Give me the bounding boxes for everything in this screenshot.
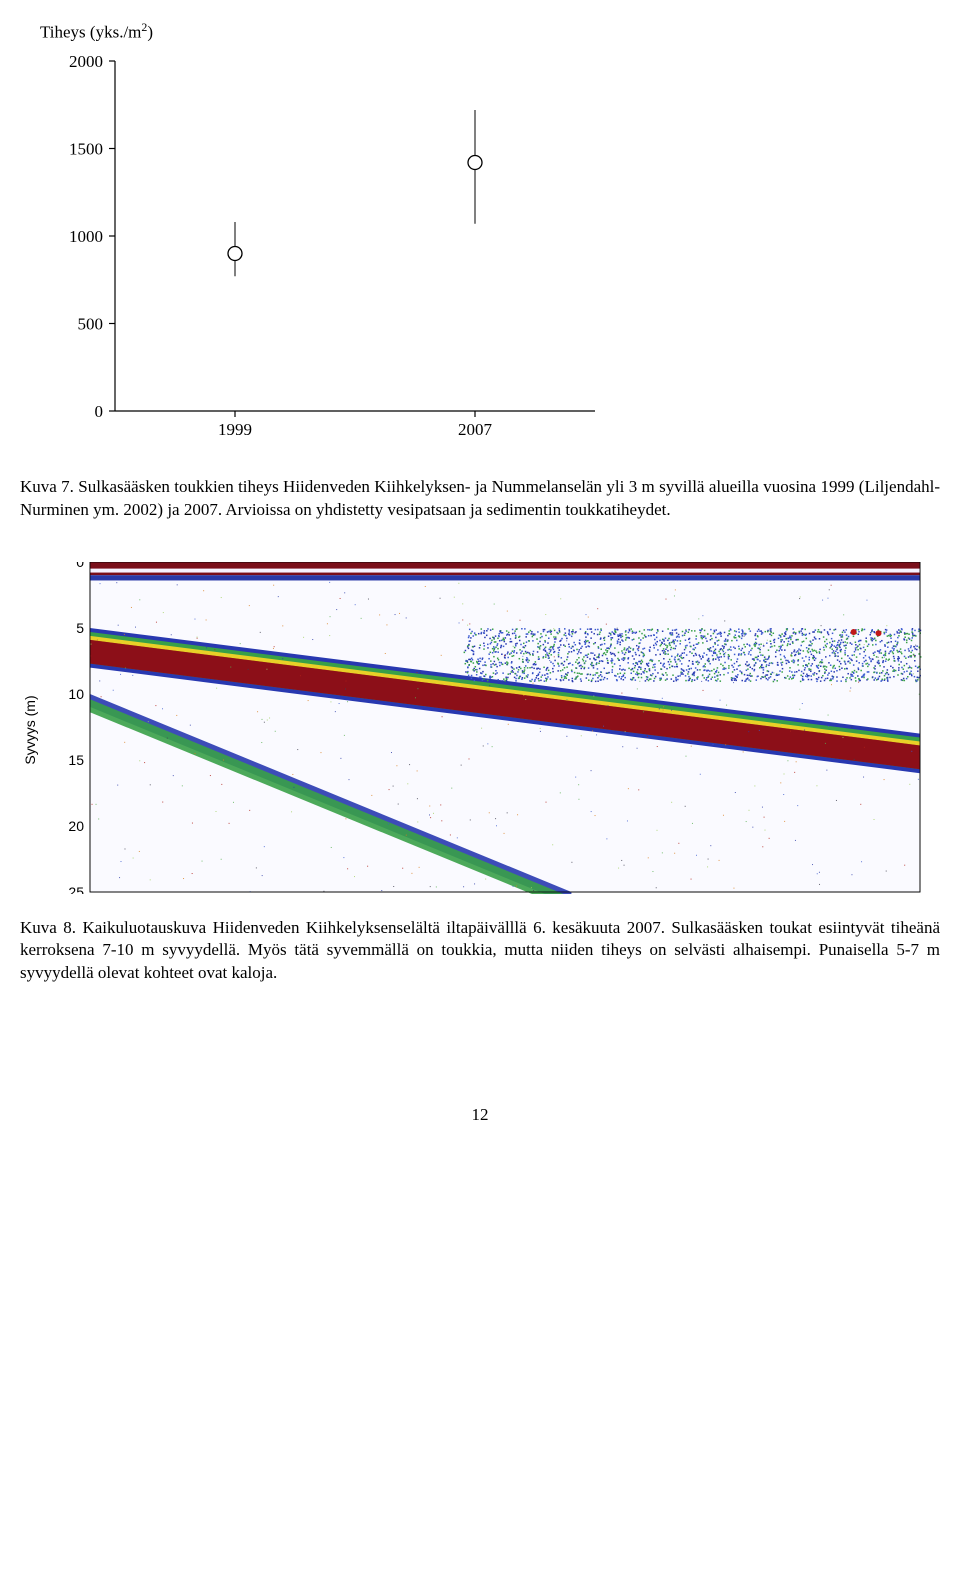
svg-text:2000: 2000 bbox=[69, 52, 103, 71]
svg-text:1999: 1999 bbox=[218, 420, 252, 439]
figure8-caption: Kuva 8. Kaikuluotauskuva Hiidenveden Kii… bbox=[20, 917, 940, 986]
svg-text:15: 15 bbox=[68, 752, 84, 768]
svg-text:25: 25 bbox=[68, 884, 84, 894]
svg-text:1500: 1500 bbox=[69, 139, 103, 158]
svg-text:500: 500 bbox=[78, 314, 104, 333]
svg-text:20: 20 bbox=[68, 818, 84, 834]
title-part1: Tiheys (yks./m bbox=[40, 23, 141, 42]
density-chart: Tiheys (yks./m2) 0 500 1000 1500 2000 1999 200… bbox=[40, 20, 940, 451]
svg-text:5: 5 bbox=[76, 620, 84, 636]
title-part2: ) bbox=[147, 23, 153, 42]
svg-text:2007: 2007 bbox=[458, 420, 493, 439]
page-number: 12 bbox=[20, 1105, 940, 1125]
echogram-svg: 0 5 10 15 20 25 bbox=[60, 562, 922, 894]
chart-y-axis-title: Tiheys (yks./m2) bbox=[40, 20, 940, 43]
echogram: Syvyys (m) 0510152025 bbox=[60, 562, 940, 899]
svg-text:0: 0 bbox=[95, 402, 104, 421]
svg-text:10: 10 bbox=[68, 686, 84, 702]
figure7-caption: Kuva 7. Sulkasääsken toukkien tiheys Hii… bbox=[20, 476, 940, 522]
density-chart-svg: 0 500 1000 1500 2000 1999 2007 bbox=[40, 51, 615, 446]
echogram-y-label: Syvyys (m) bbox=[22, 695, 38, 764]
svg-text:0: 0 bbox=[76, 562, 84, 570]
svg-text:1000: 1000 bbox=[69, 227, 103, 246]
